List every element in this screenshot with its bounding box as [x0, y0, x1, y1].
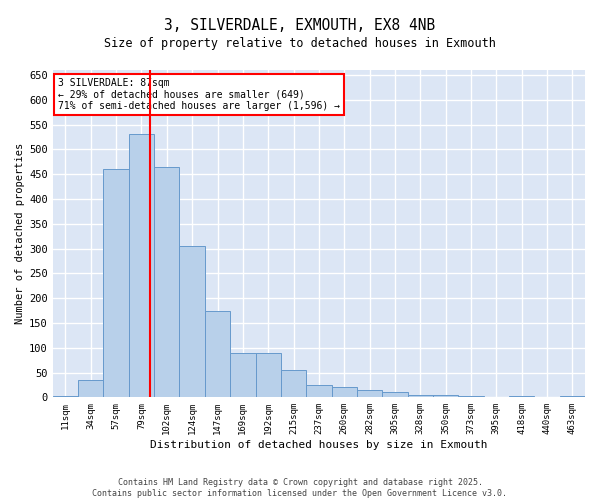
- Bar: [154, 166, 179, 398]
- Bar: [53, 396, 78, 398]
- Bar: [230, 352, 256, 398]
- Bar: [357, 390, 382, 398]
- Bar: [332, 388, 357, 398]
- Bar: [256, 352, 281, 398]
- Text: Size of property relative to detached houses in Exmouth: Size of property relative to detached ho…: [104, 38, 496, 51]
- Bar: [433, 395, 458, 398]
- Bar: [509, 396, 535, 398]
- Bar: [205, 310, 230, 398]
- Bar: [407, 395, 433, 398]
- Bar: [458, 396, 484, 398]
- Bar: [306, 385, 332, 398]
- Bar: [560, 396, 585, 398]
- Text: Contains HM Land Registry data © Crown copyright and database right 2025.
Contai: Contains HM Land Registry data © Crown c…: [92, 478, 508, 498]
- Bar: [281, 370, 306, 398]
- Y-axis label: Number of detached properties: Number of detached properties: [15, 143, 25, 324]
- Bar: [129, 134, 154, 398]
- Bar: [179, 246, 205, 398]
- Bar: [78, 380, 103, 398]
- X-axis label: Distribution of detached houses by size in Exmouth: Distribution of detached houses by size …: [150, 440, 488, 450]
- Text: 3 SILVERDALE: 87sqm
← 29% of detached houses are smaller (649)
71% of semi-detac: 3 SILVERDALE: 87sqm ← 29% of detached ho…: [58, 78, 340, 112]
- Bar: [382, 392, 407, 398]
- Text: 3, SILVERDALE, EXMOUTH, EX8 4NB: 3, SILVERDALE, EXMOUTH, EX8 4NB: [164, 18, 436, 32]
- Bar: [103, 169, 129, 398]
